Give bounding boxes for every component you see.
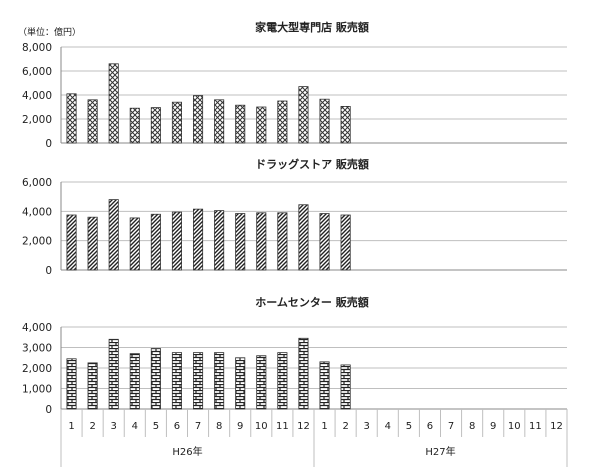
x-tick-label: 9 xyxy=(237,421,243,432)
bar-0-5 xyxy=(171,101,182,144)
bar-0-7 xyxy=(214,99,225,144)
x-tick-label: 3 xyxy=(364,421,370,432)
bar-2-4 xyxy=(150,348,161,410)
bar-2-3 xyxy=(129,353,140,410)
bar-1-13 xyxy=(340,214,351,271)
bar-2-13 xyxy=(340,364,351,410)
bar-2-7 xyxy=(214,352,225,410)
x-tick-label: 2 xyxy=(342,421,348,432)
bar-0-6 xyxy=(193,95,204,144)
x-tick-label: 6 xyxy=(427,421,433,432)
x-group-label: H27年 xyxy=(425,445,455,458)
y-tick-label: 8,000 xyxy=(22,42,52,54)
y-tick-label: 4,000 xyxy=(22,90,52,102)
chart-title: 家電大型専門店 販売額 xyxy=(255,20,369,34)
x-tick-label: 1 xyxy=(321,421,327,432)
x-tick-label: 3 xyxy=(111,421,117,432)
bar-2-11 xyxy=(298,337,309,410)
bar-1-6 xyxy=(193,208,204,271)
x-tick-label: 2 xyxy=(89,421,95,432)
x-tick-label: 5 xyxy=(406,421,412,432)
unit-label: （単位：億円） xyxy=(18,26,81,38)
x-tick-label: 12 xyxy=(297,421,310,432)
x-tick-label: 8 xyxy=(469,421,475,432)
x-tick-label: 1 xyxy=(68,421,74,432)
x-tick-label: 11 xyxy=(276,421,289,432)
bar-2-5 xyxy=(171,352,182,410)
bar-0-8 xyxy=(235,104,246,144)
y-tick-label: 4,000 xyxy=(22,322,52,334)
y-tick-label: 2,000 xyxy=(22,363,52,375)
bar-0-1 xyxy=(87,99,98,144)
y-tick-label: 4,000 xyxy=(22,206,52,218)
bar-1-3 xyxy=(129,217,140,271)
bar-1-10 xyxy=(277,212,288,271)
bar-1-1 xyxy=(87,216,98,271)
bar-1-8 xyxy=(235,213,246,271)
y-tick-label: 0 xyxy=(45,138,52,150)
chart-title: ホームセンター 販売額 xyxy=(255,295,369,309)
bar-1-11 xyxy=(298,204,309,271)
x-tick-label: 10 xyxy=(255,421,268,432)
bar-0-13 xyxy=(340,106,351,144)
bar-1-12 xyxy=(319,213,330,271)
x-tick-label: 5 xyxy=(153,421,159,432)
x-tick-label: 8 xyxy=(216,421,222,432)
bar-0-11 xyxy=(298,86,309,144)
bar-0-2 xyxy=(108,63,119,144)
bar-2-9 xyxy=(256,355,267,410)
y-tick-label: 0 xyxy=(45,265,52,277)
y-tick-label: 6,000 xyxy=(22,177,52,189)
x-tick-label: 10 xyxy=(508,421,521,432)
bar-1-2 xyxy=(108,199,119,271)
bar-0-10 xyxy=(277,100,288,144)
x-tick-label: 4 xyxy=(132,421,138,432)
chart-title: ドラッグストア 販売額 xyxy=(255,157,369,171)
y-tick-label: 3,000 xyxy=(22,343,52,355)
y-tick-label: 1,000 xyxy=(22,384,52,396)
bar-0-3 xyxy=(129,107,140,144)
y-tick-label: 0 xyxy=(45,404,52,416)
x-tick-label: 7 xyxy=(195,421,201,432)
bar-0-12 xyxy=(319,98,330,144)
x-group-label: H26年 xyxy=(172,445,202,458)
bar-2-0 xyxy=(66,358,77,410)
bar-2-2 xyxy=(108,338,119,410)
bar-2-6 xyxy=(193,352,204,410)
bar-2-10 xyxy=(277,352,288,410)
bar-1-4 xyxy=(150,213,161,271)
x-tick-label: 7 xyxy=(448,421,454,432)
bar-1-7 xyxy=(214,210,225,271)
x-tick-label: 4 xyxy=(385,421,391,432)
bar-0-4 xyxy=(150,107,161,144)
bar-0-9 xyxy=(256,106,267,144)
x-tick-label: 11 xyxy=(529,421,542,432)
bar-2-12 xyxy=(319,361,330,410)
bar-2-1 xyxy=(87,362,98,410)
y-tick-label: 2,000 xyxy=(22,236,52,248)
bar-2-8 xyxy=(235,357,246,410)
bar-1-9 xyxy=(256,212,267,271)
y-tick-label: 2,000 xyxy=(22,114,52,126)
x-tick-label: 9 xyxy=(490,421,496,432)
y-tick-label: 6,000 xyxy=(22,66,52,78)
bar-0-0 xyxy=(66,93,77,144)
bar-1-0 xyxy=(66,214,77,271)
x-tick-label: 6 xyxy=(174,421,180,432)
x-tick-label: 12 xyxy=(550,421,563,432)
bar-1-5 xyxy=(171,211,182,271)
